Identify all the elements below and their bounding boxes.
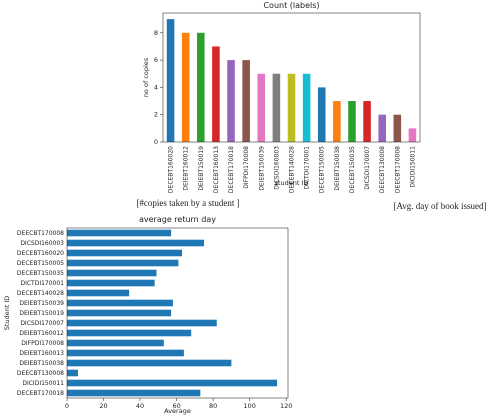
y-tick-label: DEECBT170008 [17, 230, 64, 237]
bar [197, 32, 205, 142]
x-tick-label: DIFPDI170008 [243, 146, 250, 189]
bar [67, 229, 172, 237]
y-tick-label: DEIEBT160012 [19, 330, 64, 337]
x-tick-label: DEIEBT150039 [258, 146, 265, 191]
x-tick-label: DECEBT150035 [349, 146, 356, 193]
bar [67, 329, 192, 337]
y-tick-label: DEECBT130008 [17, 370, 64, 377]
y-tick-label: 0 [154, 138, 158, 146]
x-tick-label: DECEBT170018 [228, 146, 235, 193]
bar [272, 73, 281, 142]
bar [67, 309, 172, 317]
x-tick-label: 80 [209, 402, 217, 410]
bar [67, 359, 232, 367]
x-tick-label: 60 [172, 402, 180, 410]
y-tick-label: DICSDI160003 [20, 240, 64, 247]
x-tick-label: DICSDI160003 [273, 146, 280, 190]
y-tick-label: DECEBT150035 [17, 270, 64, 277]
bar [67, 279, 155, 287]
x-tick-label: 20 [99, 402, 107, 410]
bar [408, 128, 417, 142]
y-tick-label: DEIEBT150019 [19, 310, 64, 317]
bar [287, 73, 296, 142]
bar [242, 60, 250, 142]
bar [166, 19, 175, 143]
x-tick-label: 100 [243, 402, 255, 410]
bar [212, 46, 220, 142]
y-tick-label: DEIEBT150039 [19, 300, 64, 307]
bar [67, 389, 201, 397]
bar [67, 369, 78, 377]
x-tick-label: DEIEBT150019 [198, 146, 205, 191]
x-tick-label: DICIDI150011 [409, 146, 416, 188]
x-tick-label: DECEBT160020 [168, 146, 175, 193]
y-tick-label: DECEBT140028 [17, 290, 64, 297]
x-tick-label: 0 [65, 402, 69, 410]
x-axis-label: Average [164, 407, 191, 415]
x-tick-label: DEECBT170008 [394, 146, 401, 193]
y-tick-label: DICSDI170007 [20, 320, 64, 327]
y-tick-label: DECEBT150005 [17, 260, 64, 267]
y-axis-label: no of copies [142, 57, 150, 97]
y-tick-label: DEIEBT160013 [19, 350, 64, 357]
chart-title: Count (labels) [263, 1, 319, 10]
bar [302, 73, 311, 142]
x-tick-label: DEIEBT160012 [183, 146, 190, 191]
bar [67, 269, 157, 277]
bar [67, 319, 217, 327]
x-tick-label: DECEBT160013 [213, 146, 220, 193]
caption: [#copies taken by a student ] [136, 198, 239, 208]
x-tick-label: DEIEBT150038 [334, 146, 341, 191]
x-tick-label: DECEBT140028 [289, 146, 296, 193]
x-tick-label: DEECBT130008 [379, 146, 386, 193]
bar [67, 289, 130, 297]
y-tick-label: 4 [154, 83, 158, 91]
bar [67, 379, 278, 387]
y-tick-label: DICTDI170001 [20, 280, 64, 287]
x-axis-label: student ID [275, 179, 309, 187]
y-tick-label: 6 [154, 56, 158, 64]
x-tick-label: DECEBT150005 [319, 146, 326, 193]
y-tick-label: DECEBT170018 [17, 390, 64, 397]
y-tick-label: 8 [154, 29, 158, 37]
bar [393, 114, 402, 142]
y-tick-label: DIFPDI170008 [21, 340, 64, 347]
chart-title: average return day [139, 215, 216, 224]
bar [257, 73, 266, 142]
bar [67, 259, 179, 267]
bar [181, 32, 190, 142]
axes-frame [162, 12, 421, 143]
y-tick-label: DECEBT160020 [17, 250, 64, 257]
x-tick-label: DICTDI170001 [304, 146, 311, 190]
bar [67, 339, 164, 347]
y-tick-label: 2 [154, 111, 158, 119]
bar [67, 299, 173, 307]
bar [363, 101, 371, 142]
bar [67, 349, 184, 357]
caption: [Avg. day of book issued] [393, 201, 486, 211]
bar [378, 114, 386, 142]
bar [317, 87, 326, 142]
bar [333, 101, 341, 142]
bar [67, 239, 204, 247]
axes-frame [66, 227, 289, 399]
y-axis-label: Student ID [3, 296, 11, 331]
bar [227, 60, 235, 142]
x-tick-label: 120 [280, 402, 292, 410]
x-tick-label: 40 [136, 402, 144, 410]
x-tick-label: DICSDI170007 [364, 146, 371, 190]
bar [67, 249, 183, 257]
bar [348, 101, 356, 142]
y-tick-label: DEIEBT150038 [19, 360, 64, 367]
y-tick-label: DICIDI150011 [22, 380, 64, 387]
